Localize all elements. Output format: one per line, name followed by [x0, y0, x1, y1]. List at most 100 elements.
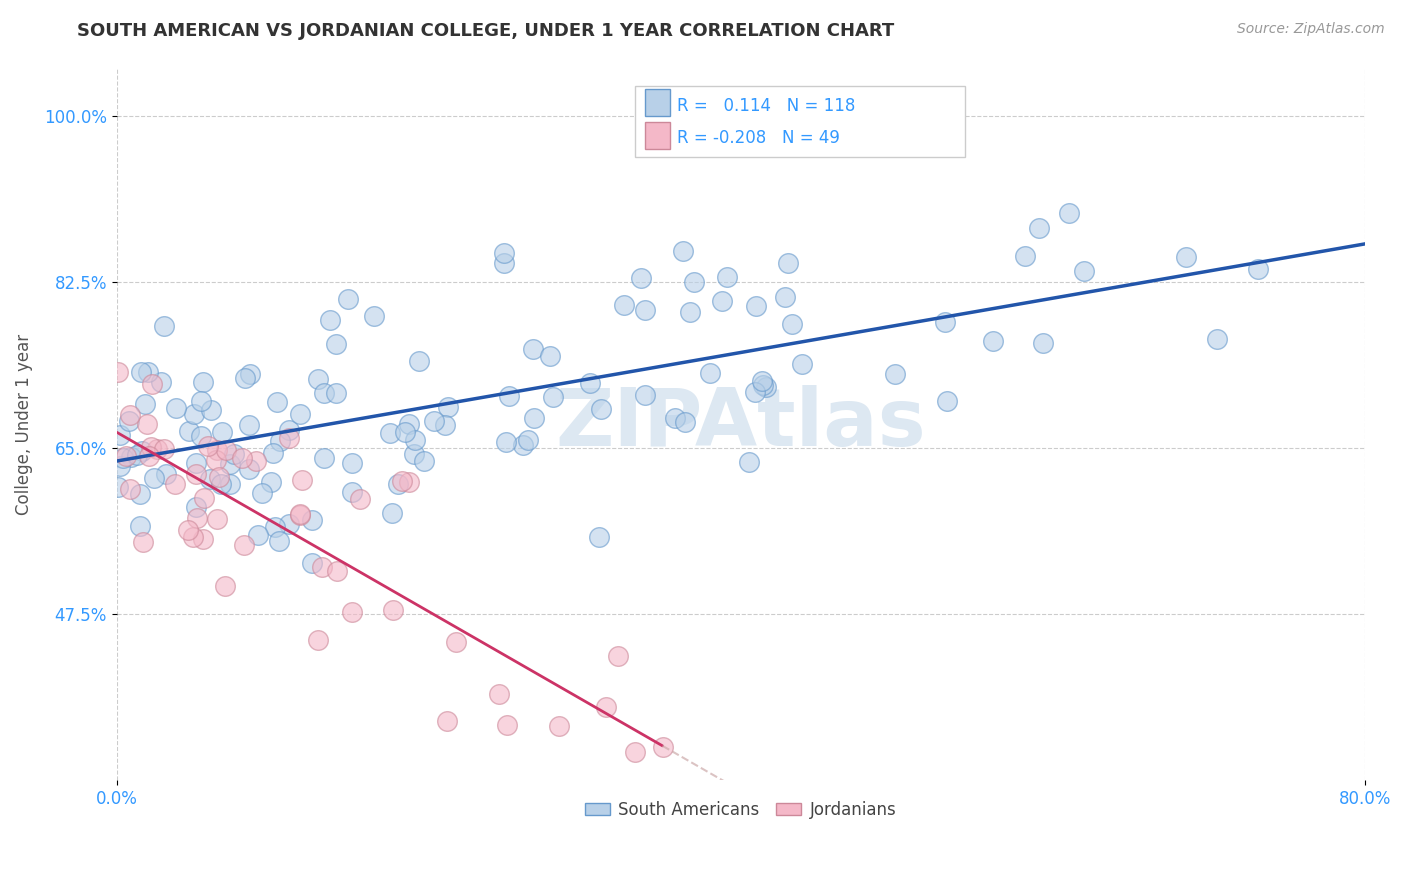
Point [198, 472, 221, 486]
Point [673, 415, 696, 429]
Point [231, 450, 253, 465]
Point [624, 745, 647, 759]
Point [138, 449, 160, 463]
Point [434, 417, 457, 432]
Point [311, 559, 333, 574]
Point [934, 315, 956, 329]
Point [207, 470, 229, 484]
Point [423, 414, 446, 428]
Point [314, 386, 336, 401]
Point [211, 425, 233, 440]
Point [290, 508, 312, 523]
Point [651, 739, 673, 754]
Point [790, 358, 813, 372]
Point [1057, 205, 1080, 219]
Point [184, 500, 207, 514]
Point [606, 648, 628, 663]
Point [118, 482, 141, 496]
Point [277, 423, 299, 437]
Point [190, 394, 212, 409]
Point [179, 425, 201, 439]
Point [488, 687, 510, 701]
Point [132, 535, 155, 549]
Point [516, 433, 538, 447]
Point [1073, 264, 1095, 278]
Point [112, 450, 135, 465]
Point [699, 366, 721, 380]
Point [437, 401, 460, 415]
Point [233, 538, 256, 552]
Point [378, 426, 401, 441]
Point [595, 700, 617, 714]
Point [349, 492, 371, 507]
Point [744, 385, 766, 400]
Point [436, 714, 458, 728]
Text: R =   0.114   N = 118: R = 0.114 N = 118 [678, 97, 855, 115]
Point [301, 556, 323, 570]
Point [589, 401, 612, 416]
Point [633, 388, 655, 402]
Text: SOUTH AMERICAN VS JORDANIAN COLLEGE, UNDER 1 YEAR CORRELATION CHART: SOUTH AMERICAN VS JORDANIAN COLLEGE, UND… [77, 22, 894, 40]
Y-axis label: College, Under 1 year: College, Under 1 year [15, 334, 32, 515]
Text: ZIPAtlas: ZIPAtlas [555, 385, 927, 464]
Point [512, 437, 534, 451]
Point [184, 456, 207, 470]
Point [496, 718, 519, 732]
Point [444, 635, 467, 649]
Point [110, 428, 132, 442]
Point [498, 389, 520, 403]
Point [342, 457, 364, 471]
Point [262, 446, 284, 460]
Point [118, 409, 141, 423]
Point [664, 411, 686, 425]
Point [522, 343, 544, 357]
Point [340, 605, 363, 619]
Point [135, 417, 157, 432]
Point [711, 293, 734, 308]
Point [682, 276, 704, 290]
Point [197, 439, 219, 453]
Point [141, 376, 163, 391]
Point [269, 533, 291, 548]
Point [301, 513, 323, 527]
Point [672, 244, 695, 259]
Point [1032, 336, 1054, 351]
Point [394, 425, 416, 439]
Point [120, 450, 142, 465]
Point [246, 528, 269, 542]
Point [325, 337, 347, 351]
Point [307, 633, 329, 648]
Point [398, 417, 420, 431]
Point [131, 365, 153, 379]
Point [219, 457, 242, 471]
Point [224, 447, 246, 461]
Point [288, 408, 311, 422]
Point [495, 434, 517, 449]
Point [751, 375, 773, 389]
Text: R = -0.208   N = 49: R = -0.208 N = 49 [678, 128, 839, 146]
FancyBboxPatch shape [634, 87, 966, 158]
Point [238, 418, 260, 433]
Point [108, 458, 131, 473]
Point [398, 475, 420, 489]
Point [381, 507, 404, 521]
FancyBboxPatch shape [645, 122, 669, 149]
Point [773, 290, 796, 304]
Point [184, 467, 207, 482]
Point [935, 393, 957, 408]
Point [391, 474, 413, 488]
Point [492, 256, 515, 270]
Point [1205, 332, 1227, 346]
Point [218, 477, 240, 491]
Point [404, 434, 426, 448]
Point [363, 309, 385, 323]
Legend: South Americans, Jordanians: South Americans, Jordanians [578, 794, 903, 825]
Point [145, 442, 167, 456]
Point [1028, 221, 1050, 235]
Point [165, 401, 187, 416]
Point [755, 380, 778, 394]
Point [630, 271, 652, 285]
Point [277, 431, 299, 445]
Point [193, 375, 215, 389]
Point [183, 407, 205, 421]
